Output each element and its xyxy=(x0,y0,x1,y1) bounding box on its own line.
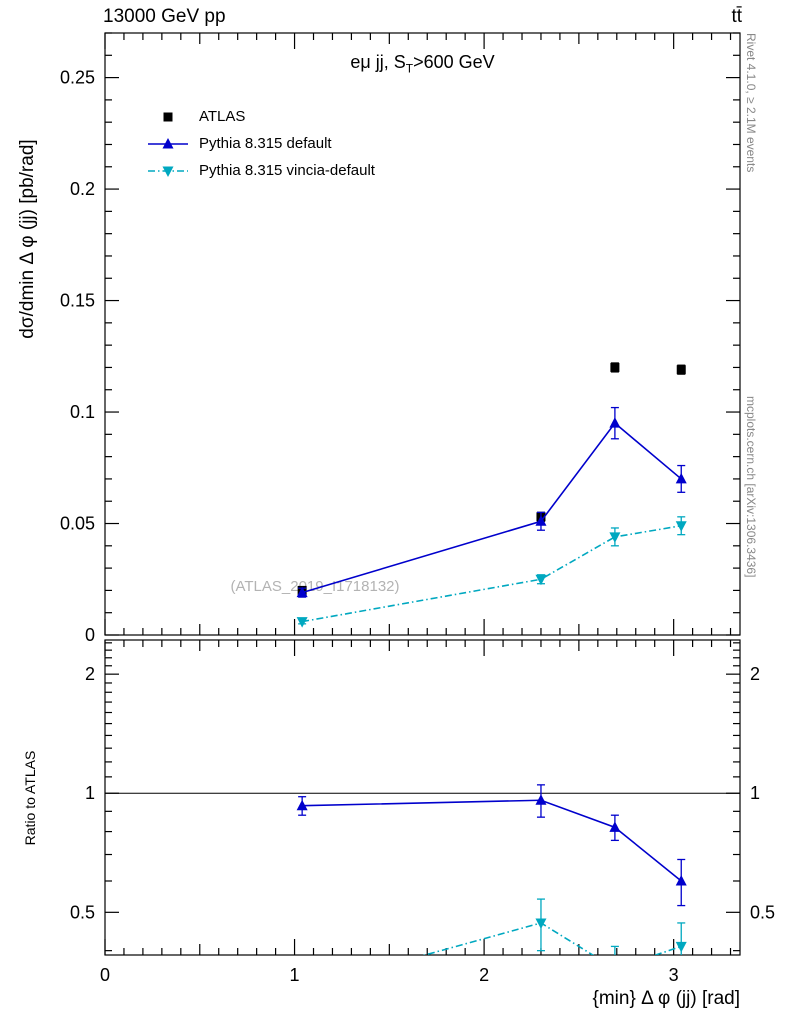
legend-item-atlas: ATLAS xyxy=(146,103,375,130)
svg-text:2: 2 xyxy=(85,664,95,684)
main-series-1 xyxy=(296,406,687,598)
axes xyxy=(104,32,741,956)
process-label: tt̄ xyxy=(731,6,742,27)
svg-text:0.05: 0.05 xyxy=(60,514,95,534)
tick-labels: 0 1 2 3 0 0.05 0.1 0.15 0.2 0.25 0.5 0.5 1 1 2 2 xyxy=(60,68,775,985)
svg-text:1: 1 xyxy=(290,965,300,985)
svg-text:0.1: 0.1 xyxy=(70,402,95,422)
legend-item-pythia-vincia: Pythia 8.315 vincia-default xyxy=(146,157,375,184)
main-y-axis-label: dσ/dmin Δ φ (jj) [pb/rad] xyxy=(17,139,38,339)
selection-title: eμ jj, ST>600 GeV xyxy=(105,52,740,76)
legend-label-pythia-vincia: Pythia 8.315 vincia-default xyxy=(199,162,375,179)
analysis-watermark: (ATLAS_2019_I1718132) xyxy=(230,578,400,595)
main-frame xyxy=(104,32,741,636)
svg-text:0.15: 0.15 xyxy=(60,291,95,311)
atlas-marker-sample xyxy=(163,112,173,121)
x-axis-label: {min} Δ φ (jj) [rad] xyxy=(592,988,740,1009)
svg-text:2: 2 xyxy=(479,965,489,985)
svg-text:1: 1 xyxy=(85,783,95,803)
beam-energy-label: 13000 GeV pp xyxy=(103,6,226,27)
svg-text:2: 2 xyxy=(750,664,760,684)
ratio-y-axis-label: Ratio to ATLAS xyxy=(22,750,38,846)
svg-text:0: 0 xyxy=(100,965,110,985)
ratio-series-0 xyxy=(296,784,687,907)
svg-text:0.2: 0.2 xyxy=(70,179,95,199)
svg-text:0.5: 0.5 xyxy=(750,902,775,922)
svg-text:0.25: 0.25 xyxy=(60,68,95,88)
legend: ATLAS Pythia 8.315 default Pythia 8.315 … xyxy=(146,103,375,184)
main-series-2 xyxy=(296,516,687,628)
rivet-version-note: Rivet 4.1.0, ≥ 2.1M events xyxy=(744,33,758,173)
svg-text:0: 0 xyxy=(85,625,95,645)
pythia-vincia-marker-sample xyxy=(148,166,188,177)
legend-label-atlas: ATLAS xyxy=(199,108,246,125)
legend-item-pythia-default: Pythia 8.315 default xyxy=(146,130,375,157)
main-series-0 xyxy=(297,362,686,595)
selection-title-pre: eμ jj, S xyxy=(350,52,406,72)
pythia-default-marker-sample xyxy=(148,137,188,148)
svg-text:0.5: 0.5 xyxy=(70,902,95,922)
selection-title-sub: T xyxy=(405,61,414,76)
selection-title-post: >600 GeV xyxy=(413,52,495,72)
ratio-frame xyxy=(104,639,741,956)
legend-label-pythia-default: Pythia 8.315 default xyxy=(199,135,332,152)
svg-text:3: 3 xyxy=(669,965,679,985)
svg-text:1: 1 xyxy=(750,783,760,803)
ratio-series-1 xyxy=(422,898,687,955)
mcplots-arxiv-note: mcplots.cern.ch [arXiv:1306.3436] xyxy=(744,396,758,578)
